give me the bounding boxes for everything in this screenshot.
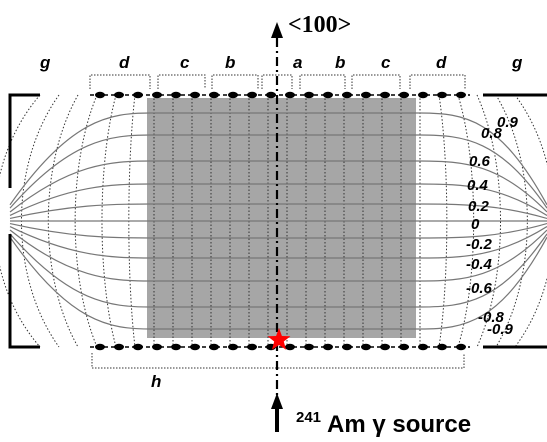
bottom-strip: [247, 343, 257, 351]
source-isotope-number: 241: [296, 409, 321, 426]
potential-label: 0.4: [467, 177, 489, 194]
top-strip: [209, 91, 219, 99]
potential-label: 0.2: [468, 198, 490, 215]
equipotential-line: [9, 183, 547, 216]
equipotential-line: [9, 134, 547, 209]
potential-label: -0.6: [466, 280, 493, 297]
bottom-strip: [323, 343, 333, 351]
top-strip: [285, 91, 295, 99]
top-strip: [437, 91, 447, 99]
field-line: [514, 94, 547, 348]
field-line: [0, 94, 41, 348]
segment-bracket: [409, 74, 466, 89]
bottom-strip: [361, 343, 371, 351]
crystal-direction-label: <100>: [288, 12, 351, 38]
source-position-star-icon: [267, 328, 291, 350]
top-strip: [342, 91, 352, 99]
top-strip: [304, 91, 314, 99]
outline-left-bottom: [8, 234, 40, 349]
bottom-strip: [399, 343, 409, 351]
top-strip: [380, 91, 390, 99]
axis-arrow-top-icon: [271, 22, 283, 38]
top-strip: [266, 91, 276, 99]
bottom-strip: [171, 343, 181, 351]
segment-bracket: [351, 74, 401, 89]
potential-label: -0.2: [466, 236, 493, 253]
top-strip: [228, 91, 238, 99]
bottom-strip: [209, 343, 219, 351]
detector-outline: [8, 93, 547, 349]
equipotential-lines: [9, 112, 547, 330]
potential-label: -0.4: [466, 256, 493, 273]
equipotential-line: [9, 233, 547, 308]
segment-bracket: [157, 74, 206, 89]
segment-label: d: [119, 53, 130, 72]
top-strip: [171, 91, 181, 99]
top-strip: [247, 91, 257, 99]
bottom-strip: [152, 343, 162, 351]
bottom-strip-electrodes: [90, 343, 470, 351]
potential-label: 0.6: [469, 153, 491, 170]
bottom-strip: [342, 343, 352, 351]
equipotential-line: [9, 203, 547, 220]
bottom-strip: [304, 343, 314, 351]
outline-left-top: [8, 93, 40, 188]
top-strip: [152, 91, 162, 99]
source-text: Am γ source: [327, 411, 471, 438]
segment-label: c: [180, 53, 190, 72]
segment-label: g: [39, 53, 51, 72]
bottom-strip: [114, 343, 124, 351]
bottom-strip: [285, 343, 295, 351]
source-label: 241 Am γ source: [296, 409, 471, 438]
segment-label: c: [381, 53, 391, 72]
equipotential-line: [9, 222, 547, 239]
top-strip: [114, 91, 124, 99]
bottom-strip: [95, 343, 105, 351]
bottom-strip: [133, 343, 143, 351]
segment-bracket: [89, 74, 151, 89]
top-strip: [418, 91, 428, 99]
top-strip: [399, 91, 409, 99]
segment-label: d: [436, 53, 447, 72]
source-arrow-icon: [271, 393, 283, 409]
segment-labels: g d c b a b c d g h: [39, 53, 523, 391]
top-strip: [190, 91, 200, 99]
potential-label: -0.8: [478, 309, 505, 326]
segment-label-bottom: h: [151, 372, 161, 391]
top-strip-electrodes: [90, 91, 470, 99]
potential-label: 0.8: [481, 125, 503, 142]
potential-label: 0.9: [497, 114, 519, 131]
segment-label: a: [293, 53, 302, 72]
top-strip: [456, 91, 466, 99]
segment-label: b: [335, 53, 345, 72]
top-strip: [133, 91, 143, 99]
segment-label: b: [225, 53, 235, 72]
bottom-strip: [190, 343, 200, 351]
field-line: [476, 94, 501, 348]
equipotential-line: [9, 226, 547, 259]
segment-label: g: [511, 53, 523, 72]
top-strip: [323, 91, 333, 99]
bottom-strip: [380, 343, 390, 351]
equipotential-line: [9, 160, 547, 213]
bottom-strip: [437, 343, 447, 351]
equipotential-line: [9, 236, 547, 330]
equipotential-line: [9, 229, 547, 282]
bottom-strip: [228, 343, 238, 351]
equipotential-line: [9, 112, 547, 206]
shaded-active-region: [147, 98, 416, 338]
segment-bracket: [261, 74, 293, 89]
bottom-strip: [418, 343, 428, 351]
bottom-strip: [456, 343, 466, 351]
top-strip: [95, 91, 105, 99]
top-strip: [361, 91, 371, 99]
segment-bracket: [211, 74, 259, 89]
field-line: [495, 94, 528, 348]
segment-bracket: [299, 74, 346, 89]
potential-label: 0: [471, 216, 480, 233]
potential-label: -0.9: [487, 321, 514, 338]
potential-labels: 0.9 0.8 0.6 0.4 0.2 0 -0.2 -0.4 -0.6 -0.…: [466, 114, 519, 338]
